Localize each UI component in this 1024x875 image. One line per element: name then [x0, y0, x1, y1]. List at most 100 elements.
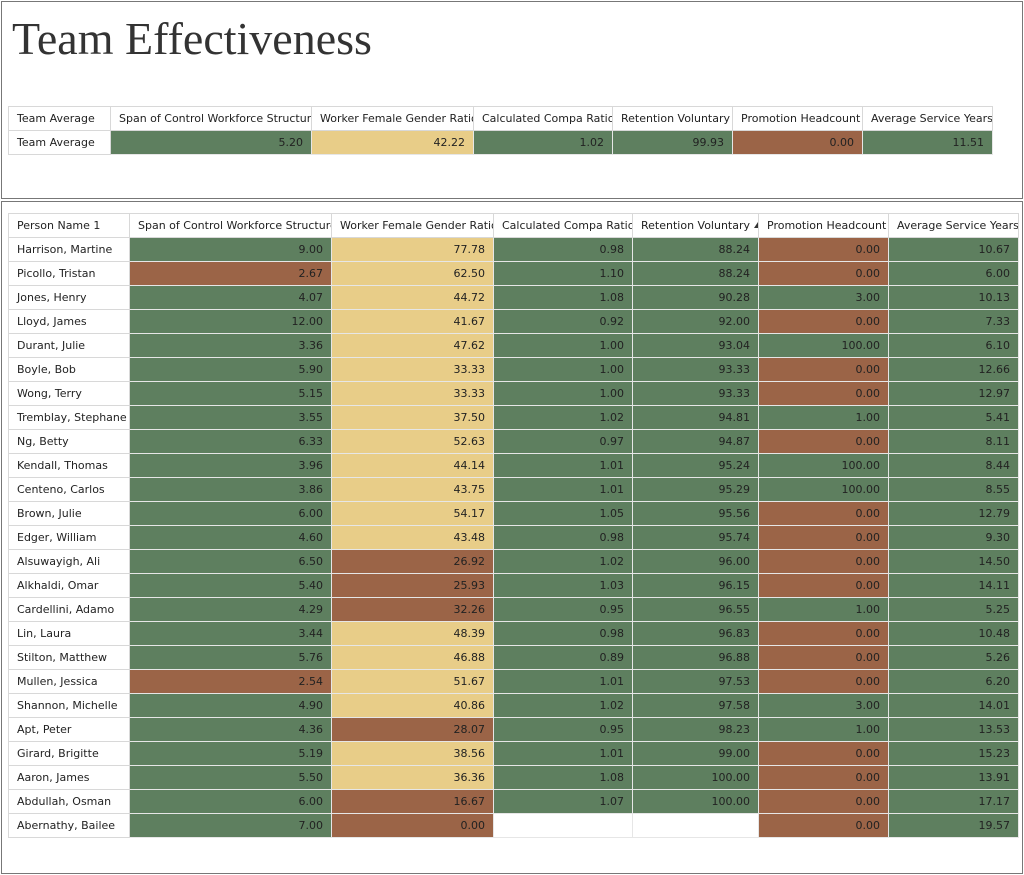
data-row: Mullen, Jessica 2.54 51.67 1.01 97.53 0.00 6.2… [8, 669, 1019, 694]
column-header: Span of Control Workforce Structure [129, 213, 332, 238]
data-row: Harrison, Martine 9.00 77.78 0.98 88.24 0.00 1… [8, 237, 1019, 262]
value-cell: 1.00 [493, 381, 633, 406]
value-cell: 96.55 [632, 597, 759, 622]
row-label: Alsuwayigh, Ali [8, 549, 130, 574]
value-cell: 4.60 [129, 525, 332, 550]
value-cell: 5.19 [129, 741, 332, 766]
value-cell: 3.96 [129, 453, 332, 478]
row-label: Aaron, James [8, 765, 130, 790]
value-cell: 37.50 [331, 405, 494, 430]
data-row: Brown, Julie 6.00 54.17 1.05 95.56 0.00 12.79 [8, 501, 1019, 526]
value-cell: 1.03 [493, 573, 633, 598]
value-cell: 0.00 [758, 501, 889, 526]
data-row: Team Average 5.20 42.22 1.02 99.93 0.00 11.51 [8, 130, 993, 155]
value-cell: 96.15 [632, 573, 759, 598]
row-label: Brown, Julie [8, 501, 130, 526]
value-cell: 62.50 [331, 261, 494, 286]
row-label: Tremblay, Stephane [8, 405, 130, 430]
value-cell: 100.00 [758, 333, 889, 358]
value-cell: 5.20 [110, 130, 312, 155]
value-cell: 1.10 [493, 261, 633, 286]
value-cell: 99.00 [632, 741, 759, 766]
value-cell: 1.00 [758, 717, 889, 742]
row-label: Abdullah, Osman [8, 789, 130, 814]
value-cell: 0.00 [758, 669, 889, 694]
data-row: Alkhaldi, Omar 5.40 25.93 1.03 96.15 0.00 14.1… [8, 573, 1019, 598]
value-cell: 1.01 [493, 741, 633, 766]
row-label: Apt, Peter [8, 717, 130, 742]
value-cell: 0.00 [758, 741, 889, 766]
value-cell: 5.41 [888, 405, 1019, 430]
value-cell: 100.00 [632, 789, 759, 814]
header-row: Person Name 1 Span of Control Workforce S… [8, 213, 1019, 238]
value-cell: 0.00 [758, 261, 889, 286]
value-cell: 88.24 [632, 237, 759, 262]
value-cell: 1.07 [493, 789, 633, 814]
row-label: Abernathy, Bailee [8, 813, 130, 838]
value-cell: 0.00 [758, 525, 889, 550]
data-row: Jones, Henry 4.07 44.72 1.08 90.28 3.00 10.13 [8, 285, 1019, 310]
row-label: Team Average [8, 130, 111, 155]
value-cell: 3.55 [129, 405, 332, 430]
row-label: Kendall, Thomas [8, 453, 130, 478]
row-label: Lin, Laura [8, 621, 130, 646]
value-cell: 95.29 [632, 477, 759, 502]
data-row: Lloyd, James 12.00 41.67 0.92 92.00 0.00 7.33 [8, 309, 1019, 334]
value-cell: 1.00 [493, 357, 633, 382]
value-cell: 1.00 [758, 405, 889, 430]
row-label: Alkhaldi, Omar [8, 573, 130, 598]
value-cell: 3.44 [129, 621, 332, 646]
value-cell: 9.00 [129, 237, 332, 262]
value-cell: 52.63 [331, 429, 494, 454]
value-cell: 6.00 [129, 789, 332, 814]
value-cell: 26.92 [331, 549, 494, 574]
value-cell: 0.97 [493, 429, 633, 454]
value-cell: 77.78 [331, 237, 494, 262]
data-row: Wong, Terry 5.15 33.33 1.00 93.33 0.00 12.97 [8, 381, 1019, 406]
value-cell: 100.00 [632, 765, 759, 790]
value-cell: 5.26 [888, 645, 1019, 670]
value-cell [632, 813, 759, 838]
value-cell: 92.00 [632, 309, 759, 334]
value-cell: 3.00 [758, 693, 889, 718]
value-cell: 1.02 [473, 130, 613, 155]
value-cell: 41.67 [331, 309, 494, 334]
value-cell: 2.54 [129, 669, 332, 694]
value-cell: 38.56 [331, 741, 494, 766]
value-cell: 96.83 [632, 621, 759, 646]
data-row: Cardellini, Adamo 4.29 32.26 0.95 96.55 1.00 5… [8, 597, 1019, 622]
data-row: Durant, Julie 3.36 47.62 1.00 93.04 100.00 6.1… [8, 333, 1019, 358]
value-cell: 43.48 [331, 525, 494, 550]
row-label: Lloyd, James [8, 309, 130, 334]
value-cell: 0.00 [758, 549, 889, 574]
data-row: Ng, Betty 6.33 52.63 0.97 94.87 0.00 8.11 [8, 429, 1019, 454]
data-row: Centeno, Carlos 3.86 43.75 1.01 95.29 100.00 8… [8, 477, 1019, 502]
value-cell: 0.00 [732, 130, 863, 155]
value-cell: 12.79 [888, 501, 1019, 526]
value-cell: 14.11 [888, 573, 1019, 598]
summary-table: Team Average Span of Control Workforce St… [8, 106, 993, 155]
column-header: Worker Female Gender Ratio [311, 106, 474, 131]
value-cell: 0.00 [758, 621, 889, 646]
value-cell: 93.33 [632, 381, 759, 406]
value-cell: 2.67 [129, 261, 332, 286]
value-cell: 44.14 [331, 453, 494, 478]
value-cell: 28.07 [331, 717, 494, 742]
value-cell: 32.26 [331, 597, 494, 622]
value-cell: 44.72 [331, 285, 494, 310]
value-cell: 6.10 [888, 333, 1019, 358]
value-cell: 95.56 [632, 501, 759, 526]
value-cell: 0.00 [758, 645, 889, 670]
value-cell: 1.01 [493, 477, 633, 502]
column-header: Retention Voluntary [632, 213, 759, 238]
value-cell: 19.57 [888, 813, 1019, 838]
value-cell: 12.97 [888, 381, 1019, 406]
value-cell: 4.07 [129, 285, 332, 310]
value-cell: 0.00 [758, 237, 889, 262]
value-cell: 11.51 [862, 130, 993, 155]
value-cell: 0.95 [493, 717, 633, 742]
value-cell: 10.67 [888, 237, 1019, 262]
value-cell: 40.86 [331, 693, 494, 718]
value-cell: 13.53 [888, 717, 1019, 742]
value-cell: 0.00 [758, 789, 889, 814]
